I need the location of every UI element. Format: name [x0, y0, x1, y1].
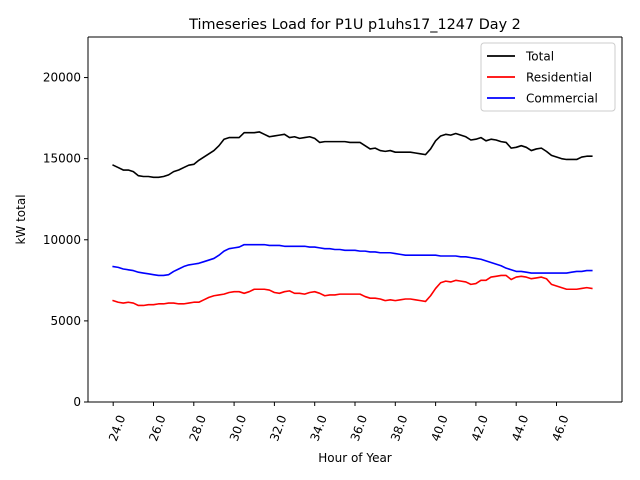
- legend-label-residential: Residential: [526, 71, 592, 85]
- series-line-commercial: [112, 243, 593, 277]
- legend-label-total: Total: [525, 50, 554, 64]
- legend-frame: [480, 42, 616, 112]
- legend: Total Residential Commercial: [480, 42, 616, 112]
- y-tick-label: 15000: [43, 152, 81, 166]
- chart-title: Timeseries Load for P1U p1uhs17_1247 Day…: [188, 17, 521, 33]
- y-axis-ticks: 0 5000 10000 15000 20000: [43, 71, 88, 409]
- series-line-total: [112, 131, 593, 179]
- y-tick-label: 5000: [50, 314, 81, 328]
- y-tick-label: 0: [73, 395, 81, 409]
- legend-label-commercial: Commercial: [526, 92, 598, 106]
- y-axis-label: kW total: [14, 194, 28, 244]
- x-axis-label: Hour of Year: [318, 451, 392, 465]
- y-tick-label: 10000: [43, 233, 81, 247]
- y-tick-label: 20000: [43, 71, 81, 85]
- series-layer: [112, 131, 593, 307]
- series-line-residential: [112, 274, 593, 307]
